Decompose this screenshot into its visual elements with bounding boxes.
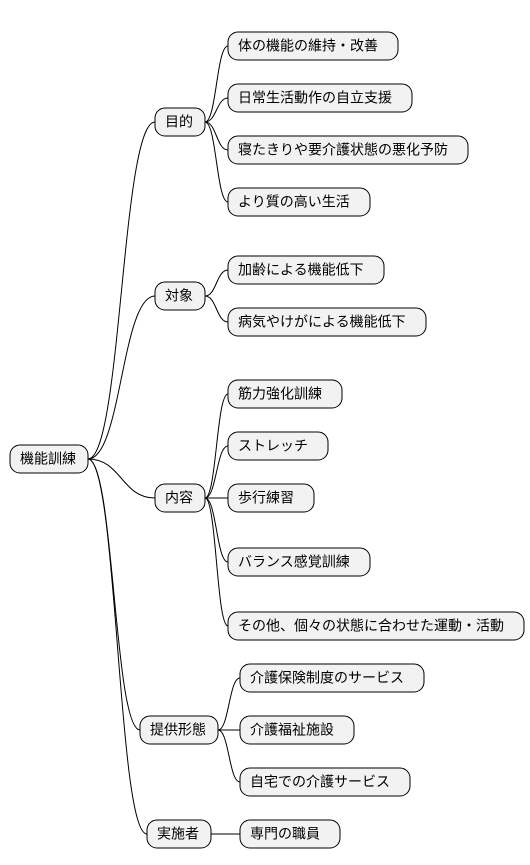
- node-label: 病気やけがによる機能低下: [238, 314, 406, 330]
- node-label: 内容: [165, 490, 193, 506]
- edge: [205, 498, 228, 562]
- tree-node-c1: 筋力強化訓練: [228, 380, 342, 408]
- tree-node-root: 機能訓練: [10, 445, 88, 473]
- edge: [205, 394, 228, 498]
- node-label: 専門の職員: [250, 826, 320, 842]
- tree-node-w1: 専門の職員: [240, 820, 340, 848]
- node-label: 加齢による機能低下: [238, 262, 364, 278]
- tree-node-f3: 自宅での介護サービス: [240, 768, 410, 796]
- tree-node-c5: その他、個々の状態に合わせた運動・活動: [228, 612, 524, 640]
- tree-node-f2: 介護福祉施設: [240, 716, 354, 744]
- node-label: 介護福祉施設: [250, 722, 334, 738]
- edge: [205, 122, 228, 150]
- edge: [88, 459, 140, 730]
- tree-node-purpose: 目的: [155, 108, 205, 136]
- edge: [205, 498, 228, 626]
- node-label: 自宅での介護サービス: [250, 774, 390, 790]
- edge: [88, 122, 155, 459]
- tree-node-target: 対象: [155, 282, 205, 310]
- edge: [218, 730, 240, 782]
- node-label: 歩行練習: [238, 490, 294, 506]
- tree-node-c2: ストレッチ: [228, 432, 328, 460]
- node-label: より質の高い生活: [238, 194, 350, 210]
- node-label: 体の機能の維持・改善: [238, 38, 378, 54]
- edge: [218, 678, 240, 730]
- tree-node-p2: 日常生活動作の自立支援: [228, 84, 412, 112]
- tree-node-p3: 寝たきりや要介護状態の悪化予防: [228, 136, 468, 164]
- node-label: 実施者: [157, 826, 199, 842]
- edge: [88, 296, 155, 459]
- node-label: ストレッチ: [238, 438, 308, 454]
- edge: [205, 296, 228, 322]
- node-label: 対象: [165, 288, 193, 304]
- edge: [205, 446, 228, 498]
- node-label: 目的: [165, 114, 193, 130]
- tree-node-f1: 介護保険制度のサービス: [240, 664, 424, 692]
- node-label: バランス感覚訓練: [238, 554, 350, 570]
- node-label: 介護保険制度のサービス: [250, 670, 404, 686]
- node-label: 機能訓練: [20, 451, 76, 467]
- tree-node-c4: バランス感覚訓練: [228, 548, 370, 576]
- tree-node-content: 内容: [155, 484, 205, 512]
- edge: [88, 459, 155, 498]
- tree-node-c3: 歩行練習: [228, 484, 314, 512]
- node-label: 筋力強化訓練: [238, 386, 322, 402]
- node-label: その他、個々の状態に合わせた運動・活動: [238, 618, 504, 634]
- tree-node-p4: より質の高い生活: [228, 188, 370, 216]
- tree-node-t2: 病気やけがによる機能低下: [228, 308, 426, 336]
- tree-diagram: 機能訓練 目的 体の機能の維持・改善日常生活動作の自立支援寝たきりや要介護状態の悪化…: [0, 0, 530, 865]
- edge: [205, 270, 228, 296]
- edge: [205, 122, 228, 202]
- node-label: 提供形態: [150, 722, 206, 738]
- tree-node-who: 実施者: [147, 820, 211, 848]
- tree-node-form: 提供形態: [140, 716, 218, 744]
- node-label: 寝たきりや要介護状態の悪化予防: [238, 142, 448, 158]
- edge: [88, 459, 147, 834]
- tree-node-t1: 加齢による機能低下: [228, 256, 384, 284]
- tree-node-p1: 体の機能の維持・改善: [228, 32, 398, 60]
- node-label: 日常生活動作の自立支援: [238, 90, 392, 106]
